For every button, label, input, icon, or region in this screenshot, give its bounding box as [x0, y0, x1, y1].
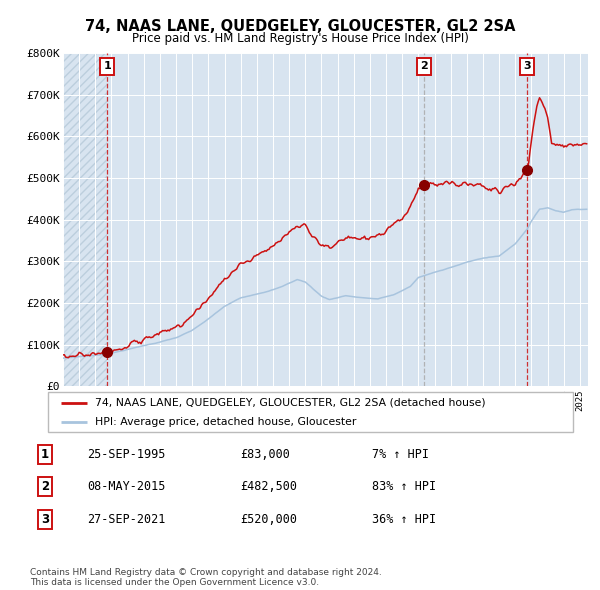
- FancyBboxPatch shape: [48, 392, 573, 432]
- Text: £83,000: £83,000: [240, 448, 290, 461]
- Bar: [63, 53, 107, 386]
- Text: 27-SEP-2021: 27-SEP-2021: [87, 513, 166, 526]
- Text: 74, NAAS LANE, QUEDGELEY, GLOUCESTER, GL2 2SA: 74, NAAS LANE, QUEDGELEY, GLOUCESTER, GL…: [85, 19, 515, 34]
- Text: 1: 1: [103, 61, 111, 71]
- Text: 2: 2: [41, 480, 49, 493]
- Text: 08-MAY-2015: 08-MAY-2015: [87, 480, 166, 493]
- Text: 7% ↑ HPI: 7% ↑ HPI: [372, 448, 429, 461]
- Text: £482,500: £482,500: [240, 480, 297, 493]
- Text: 2: 2: [421, 61, 428, 71]
- Text: Price paid vs. HM Land Registry's House Price Index (HPI): Price paid vs. HM Land Registry's House …: [131, 32, 469, 45]
- Text: 25-SEP-1995: 25-SEP-1995: [87, 448, 166, 461]
- Text: 74, NAAS LANE, QUEDGELEY, GLOUCESTER, GL2 2SA (detached house): 74, NAAS LANE, QUEDGELEY, GLOUCESTER, GL…: [95, 398, 486, 408]
- Text: 3: 3: [41, 513, 49, 526]
- Text: £520,000: £520,000: [240, 513, 297, 526]
- Text: 1: 1: [41, 448, 49, 461]
- Text: 3: 3: [524, 61, 531, 71]
- Text: 36% ↑ HPI: 36% ↑ HPI: [372, 513, 436, 526]
- Text: HPI: Average price, detached house, Gloucester: HPI: Average price, detached house, Glou…: [95, 417, 356, 427]
- Text: 83% ↑ HPI: 83% ↑ HPI: [372, 480, 436, 493]
- Text: Contains HM Land Registry data © Crown copyright and database right 2024.
This d: Contains HM Land Registry data © Crown c…: [30, 568, 382, 587]
